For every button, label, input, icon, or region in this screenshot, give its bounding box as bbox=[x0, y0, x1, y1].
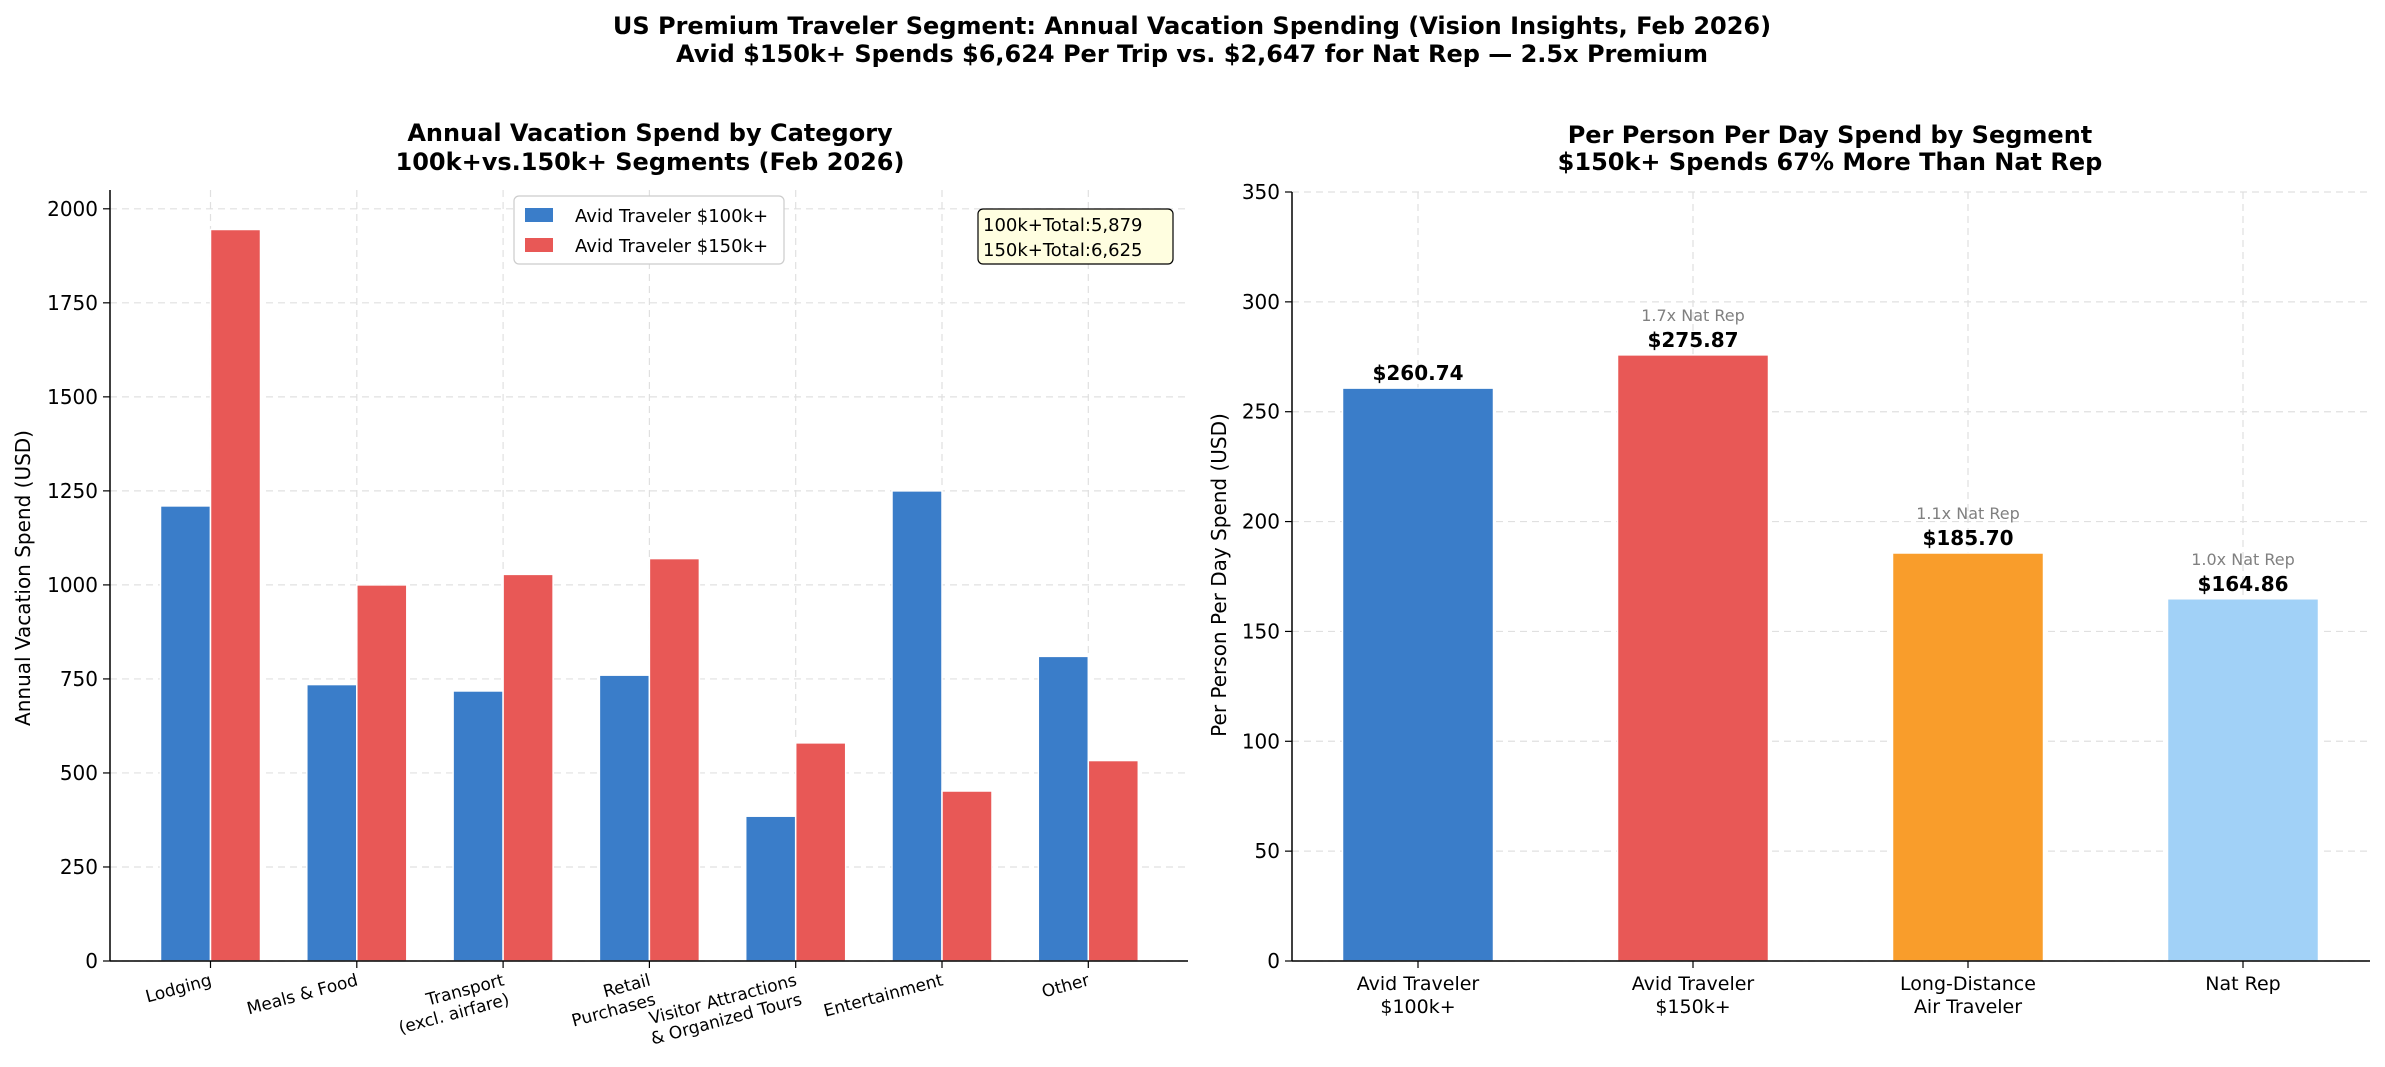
x-tick-label: Nat Rep bbox=[2205, 973, 2280, 995]
bar-150k-3 bbox=[648, 557, 701, 962]
right-bars bbox=[1341, 354, 2320, 962]
bar-150k-0 bbox=[209, 228, 262, 962]
figure-title-line1: US Premium Traveler Segment: Annual Vaca… bbox=[613, 12, 1771, 40]
total-100k: 100k+Total:5,879 bbox=[983, 215, 1143, 236]
ratio-label: 1.7x Nat Rep bbox=[1641, 306, 1745, 325]
y-tick-label: 150 bbox=[1242, 619, 1280, 643]
total-150k: 150k+Total:6,625 bbox=[983, 240, 1143, 261]
right-value-labels: $260.74 $275.87 1.7x Nat Rep $185.70 1.1x Na… bbox=[1372, 306, 2294, 596]
value-label: $164.86 bbox=[2197, 572, 2288, 596]
x-tick-label: Avid Traveler $100k+ bbox=[1357, 973, 1480, 1018]
y-tick-label: 1250 bbox=[47, 479, 98, 503]
right-chart: Per Person Per Day Spend by Segment $150… bbox=[1207, 121, 2370, 1018]
y-tick-label: 300 bbox=[1242, 290, 1280, 314]
y-tick-label: 250 bbox=[1242, 400, 1280, 424]
left-y-axis-label: Annual Vacation Spend (USD) bbox=[11, 430, 35, 726]
value-label: $260.74 bbox=[1372, 361, 1463, 385]
legend-swatch-100k bbox=[525, 208, 553, 222]
x-tick-label: Long-Distance Air Traveler bbox=[1900, 973, 2036, 1018]
x-tick-label: Avid Traveler $150k+ bbox=[1632, 973, 1755, 1018]
left-x-ticks: Lodging Meals & Food Transport(excl. airfa… bbox=[143, 961, 1092, 1049]
left-legend: Avid Traveler $100k+ Avid Traveler $150k… bbox=[513, 195, 785, 265]
y-tick-label: 100 bbox=[1242, 729, 1280, 753]
value-label: $185.70 bbox=[1922, 526, 2013, 550]
right-y-axis-label: Per Person Per Day Spend (USD) bbox=[1207, 413, 1231, 737]
left-bars bbox=[159, 228, 1140, 962]
right-chart-title-line2: $150k+ Spends 67% More Than Nat Rep bbox=[1558, 148, 2103, 176]
x-tick-label: Lodging bbox=[143, 971, 213, 1008]
value-label: $275.87 bbox=[1647, 328, 1738, 352]
bar-150k-2 bbox=[502, 573, 554, 962]
bar-100k-1 bbox=[306, 683, 358, 962]
y-tick-label: 200 bbox=[1242, 510, 1280, 534]
y-tick-label: 50 bbox=[1255, 839, 1280, 863]
bar-segment-1 bbox=[1616, 354, 1770, 962]
x-tick-label: Other bbox=[1040, 971, 1092, 1003]
bar-segment-0 bbox=[1341, 387, 1495, 962]
figure-title-line2: Avid $150k+ Spends $6,624 Per Trip vs. $… bbox=[676, 40, 1708, 68]
right-axes bbox=[1291, 192, 2370, 962]
bar-150k-5 bbox=[941, 790, 993, 962]
right-chart-title-line1: Per Person Per Day Spend by Segment bbox=[1568, 121, 2093, 149]
totals-box bbox=[977, 208, 1174, 265]
right-x-ticks: Avid Traveler $100k+ Avid Traveler $150k+ Lo… bbox=[1357, 961, 2281, 1018]
x-tick-label: RetailPurchases bbox=[564, 970, 658, 1031]
bar-100k-0 bbox=[159, 505, 212, 962]
bar-100k-6 bbox=[1037, 655, 1090, 962]
legend-swatch-150k bbox=[525, 238, 553, 252]
legend-label-150k: Avid Traveler $150k+ bbox=[575, 236, 768, 257]
left-chart: Annual Vacation Spend by Category 100k+v… bbox=[11, 119, 1188, 1049]
left-chart-title-line2: 100k+vs.150k+ Segments (Feb 2026) bbox=[396, 148, 905, 176]
x-tick-label: Entertainment bbox=[822, 970, 946, 1021]
y-tick-label: 2000 bbox=[47, 197, 98, 221]
y-tick-label: 500 bbox=[60, 761, 98, 785]
totals-annotation: 100k+Total:5,879 150k+Total:6,625 bbox=[977, 208, 1174, 265]
y-tick-label: 350 bbox=[1242, 180, 1280, 204]
bar-100k-3 bbox=[598, 674, 651, 962]
y-tick-label: 1750 bbox=[47, 291, 98, 315]
left-chart-title-line1: Annual Vacation Spend by Category bbox=[407, 119, 893, 147]
bar-150k-6 bbox=[1087, 759, 1140, 962]
right-y-ticks: 0 50 100 150 200 250 300 350 bbox=[1242, 180, 1292, 973]
y-tick-label: 250 bbox=[60, 855, 98, 879]
bar-150k-1 bbox=[356, 584, 408, 962]
bar-100k-5 bbox=[891, 490, 943, 962]
y-tick-label: 0 bbox=[85, 949, 98, 973]
y-tick-label: 1000 bbox=[47, 573, 98, 597]
x-tick-label: Transport(excl. airfare) bbox=[391, 970, 511, 1038]
bar-100k-2 bbox=[452, 690, 504, 962]
bar-100k-4 bbox=[744, 815, 797, 962]
y-tick-label: 750 bbox=[60, 667, 98, 691]
bar-segment-3 bbox=[2166, 598, 2320, 962]
ratio-label: 1.1x Nat Rep bbox=[1916, 504, 2020, 523]
bar-150k-4 bbox=[794, 742, 847, 962]
bar-segment-2 bbox=[1891, 552, 2045, 962]
ratio-label: 1.0x Nat Rep bbox=[2191, 550, 2295, 569]
legend-box bbox=[513, 195, 785, 265]
legend-label-100k: Avid Traveler $100k+ bbox=[575, 206, 768, 227]
left-y-ticks: 0 250 500 750 1000 1250 1500 1750 2000 bbox=[47, 197, 110, 973]
y-tick-label: 1500 bbox=[47, 385, 98, 409]
x-tick-label: Visitor Attractions& Organized Tours bbox=[644, 970, 805, 1049]
y-tick-label: 0 bbox=[1267, 949, 1280, 973]
x-tick-label: Meals & Food bbox=[245, 971, 360, 1020]
